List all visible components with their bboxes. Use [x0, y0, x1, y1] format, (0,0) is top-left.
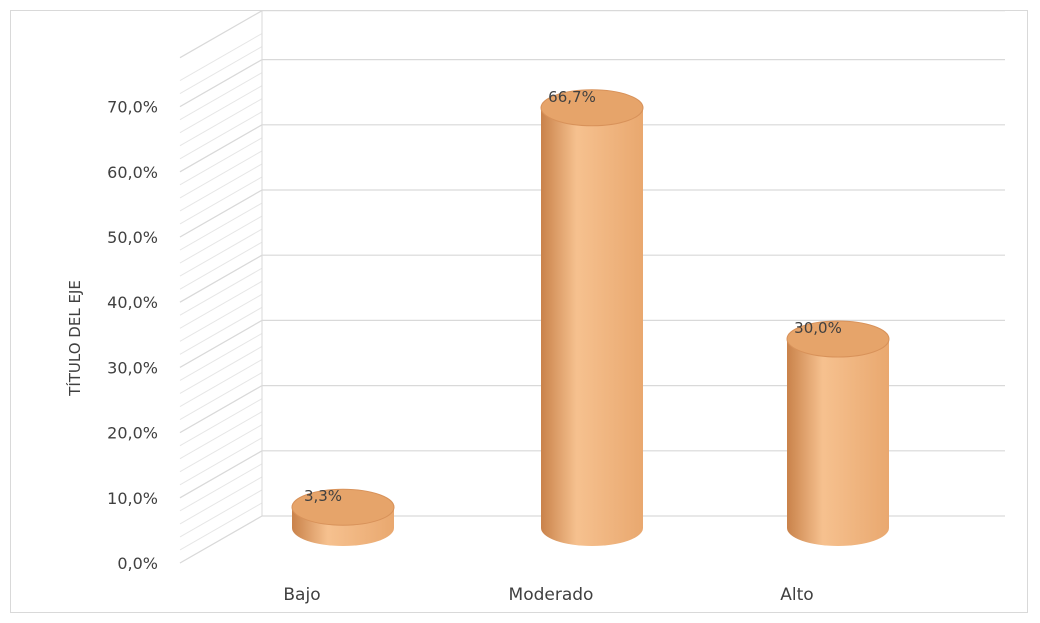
y-tick-label: 30,0% [107, 358, 158, 377]
wall-gridline [179, 424, 263, 473]
bar-top [540, 89, 644, 127]
side-gridline [179, 450, 263, 499]
side-gridline [179, 124, 263, 173]
wall-gridline [179, 280, 263, 329]
side-gridline [179, 385, 263, 434]
y-tick-label: 10,0% [107, 489, 158, 508]
wall-gridline [179, 372, 263, 420]
wall-gridline [179, 163, 263, 212]
y-axis-ticks: 0,0% 10,0% 20,0% 30,0% 40,0% 50,0% 60,0% 70,0% [107, 98, 158, 573]
wall-gridline [179, 437, 263, 486]
side-gridline [179, 515, 263, 564]
bar-bajo [291, 488, 395, 546]
gridlines [179, 10, 1005, 564]
wall-gridline [179, 333, 263, 381]
data-labels: 3,3% 66,7% 30,0% [304, 88, 842, 505]
wall-gridline [179, 398, 263, 447]
x-category-label: Alto [780, 585, 813, 605]
bar-moderado [540, 89, 644, 546]
data-label: 3,3% [304, 487, 342, 505]
wall-gridline [179, 502, 263, 551]
x-category-label: Bajo [283, 585, 320, 605]
bars [291, 89, 890, 546]
wall-gridline [179, 176, 263, 225]
side-gridline [179, 59, 263, 108]
y-tick-label: 60,0% [107, 163, 158, 182]
wall-gridline [179, 267, 263, 316]
x-category-label: Moderado [509, 585, 594, 605]
wall-gridline [179, 306, 263, 355]
wall-gridline [179, 150, 263, 199]
wall-gridline [179, 72, 263, 121]
wall-gridline [179, 215, 263, 264]
wall-gridline [179, 489, 263, 538]
side-gridline [179, 319, 263, 368]
wall-gridline [179, 241, 263, 290]
y-tick-label: 0,0% [117, 554, 158, 573]
data-label: 66,7% [548, 88, 596, 106]
wall-gridline [179, 411, 263, 460]
bar-top [291, 488, 395, 526]
side-gridline [179, 189, 263, 238]
y-tick-label: 40,0% [107, 293, 158, 312]
y-axis-title: TÍTULO DEL EJE [65, 280, 84, 397]
bar-body [541, 107, 643, 546]
wall-gridline [179, 293, 263, 342]
wall-gridline [179, 359, 263, 407]
bar-body [787, 339, 889, 546]
data-label: 30,0% [794, 319, 842, 337]
y-tick-label: 70,0% [107, 98, 158, 117]
wall-gridline [179, 33, 263, 81]
x-axis-categories: Bajo Moderado Alto [283, 585, 813, 605]
bar-alto [786, 320, 890, 546]
y-tick-label: 50,0% [107, 228, 158, 247]
wall-gridline [179, 46, 263, 94]
bar-top [786, 320, 890, 358]
wall-gridline [179, 476, 263, 525]
wall-gridline [179, 228, 263, 277]
wall-gridline [179, 111, 263, 160]
wall-gridline [179, 85, 263, 134]
wall-gridline [179, 463, 263, 512]
wall-gridline [179, 137, 263, 186]
side-gridline [179, 10, 263, 59]
y-tick-label: 20,0% [107, 424, 158, 443]
side-gridline [179, 254, 263, 303]
wall-gridline [179, 98, 263, 147]
wall-gridline [179, 202, 263, 251]
wall-gridline [179, 346, 263, 394]
